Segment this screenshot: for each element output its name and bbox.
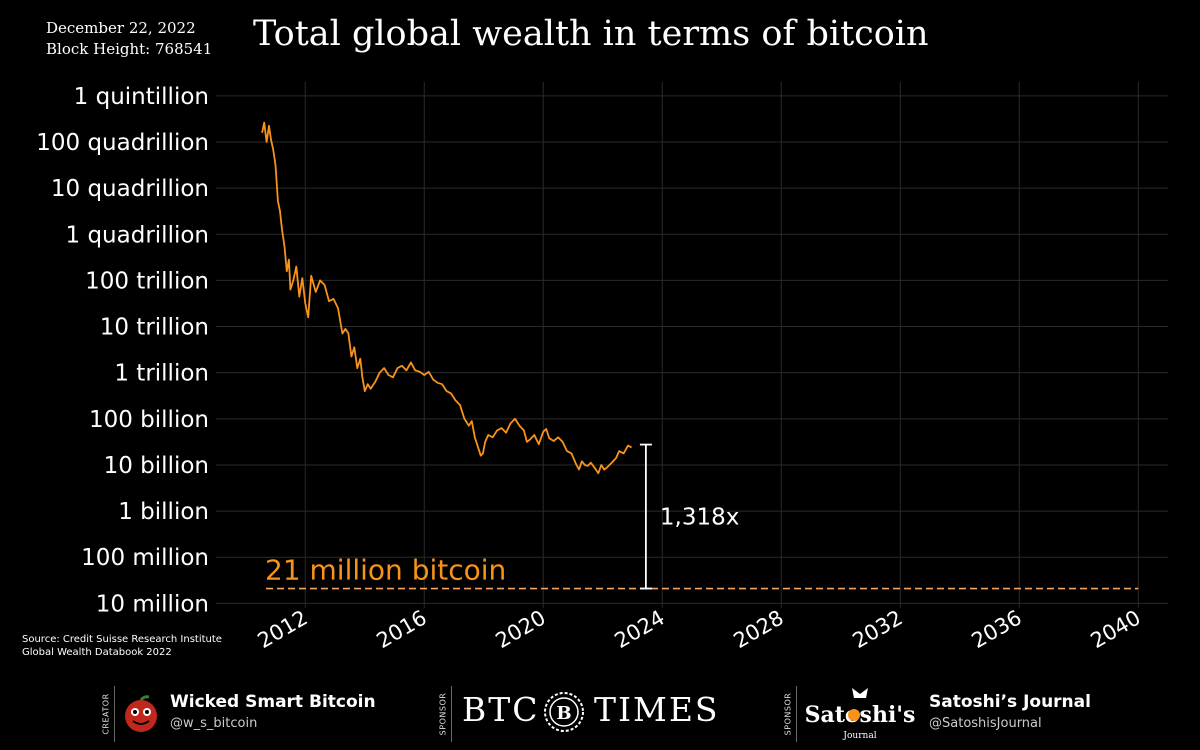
sponsor1-label: SPONSOR	[438, 692, 448, 736]
series-line-global-wealth	[261, 121, 633, 475]
x-tick-label: 2020	[491, 606, 549, 654]
sponsor2-label: SPONSOR	[783, 692, 793, 736]
sponsor2-separator	[796, 686, 797, 742]
y-tick-label: 10 billion	[104, 453, 209, 479]
chart-meta: December 22, 2022 Block Height: 768541	[46, 18, 212, 60]
x-tick-label: 2040	[1086, 606, 1144, 654]
x-tick-label: 2012	[253, 606, 311, 654]
sponsor1-vertical-label: SPONSOR	[436, 686, 450, 742]
sponsor2-vertical-label: SPONSOR	[781, 686, 795, 742]
sj-logo-subtext: Journal	[842, 731, 876, 741]
source-line-2: Global Wealth Databook 2022	[22, 647, 172, 658]
apple-mascot-icon	[125, 695, 157, 732]
x-tick-label: 2032	[848, 606, 906, 654]
footer-credits: CREATOR Wicked Smart Bitcoin @w_s_bitcoi…	[0, 678, 1200, 750]
x-gridlines	[304, 82, 1139, 608]
sponsor1-separator	[451, 686, 452, 742]
x-axis-tick-labels: 2012 2016 2020 2024 2028 2032 2036 2040	[253, 606, 1144, 654]
btc-times-badge-icon: B	[544, 692, 584, 732]
creator-name: Wicked Smart Bitcoin	[170, 692, 376, 712]
satoshis-journal-logo-icon: Satoshi's Journal	[805, 688, 915, 741]
creator-separator	[114, 686, 115, 742]
y-tick-label: 10 quadrillion	[51, 176, 209, 202]
btc-badge-letter: B	[556, 703, 571, 724]
y-gridlines	[216, 95, 1168, 604]
chart-title: Total global wealth in terms of bitcoin	[253, 14, 929, 54]
y-axis-tick-labels: 10 million 100 million 1 billion 10 billion…	[36, 84, 209, 618]
reference-line-label: 21 million bitcoin	[265, 554, 506, 587]
sponsor2-handle: @SatoshisJournal	[929, 716, 1042, 731]
source-note: Source: Credit Suisse Research Institute…	[22, 633, 222, 659]
y-tick-label: 1 billion	[118, 499, 209, 525]
y-tick-label: 100 trillion	[85, 268, 209, 294]
x-tick-label: 2028	[729, 606, 787, 654]
y-tick-label: 100 million	[81, 545, 209, 571]
multiplier-annotation: 1,318x	[639, 443, 739, 590]
x-tick-label: 2016	[372, 606, 430, 654]
creator-handle: @w_s_bitcoin	[170, 716, 258, 731]
y-tick-label: 10 million	[96, 591, 209, 617]
y-tick-label: 1 trillion	[114, 361, 209, 387]
line-chart: 10 million 100 million 1 billion 10 billion…	[36, 82, 1168, 654]
x-tick-label: 2024	[610, 606, 668, 654]
source-line-1: Source: Credit Suisse Research Institute	[22, 634, 222, 645]
y-tick-label: 100 billion	[89, 407, 209, 433]
y-tick-label: 10 trillion	[100, 315, 209, 341]
btc-times-logo-left: BTC	[462, 690, 540, 729]
y-tick-label: 1 quintillion	[74, 84, 209, 110]
y-tick-label: 100 quadrillion	[36, 130, 209, 156]
creator-label: CREATOR	[101, 693, 111, 735]
date-label: December 22, 2022	[46, 19, 196, 37]
btc-times-logo-right: TIMES	[594, 690, 720, 729]
x-tick-label: 2036	[967, 606, 1025, 654]
block-height-label: Block Height: 768541	[46, 40, 213, 58]
y-tick-label: 1 quadrillion	[66, 222, 209, 248]
annotation-label: 1,318x	[660, 505, 739, 531]
sponsor2-name: Satoshi’s Journal	[929, 692, 1091, 712]
creator-vertical-label: CREATOR	[99, 686, 113, 742]
